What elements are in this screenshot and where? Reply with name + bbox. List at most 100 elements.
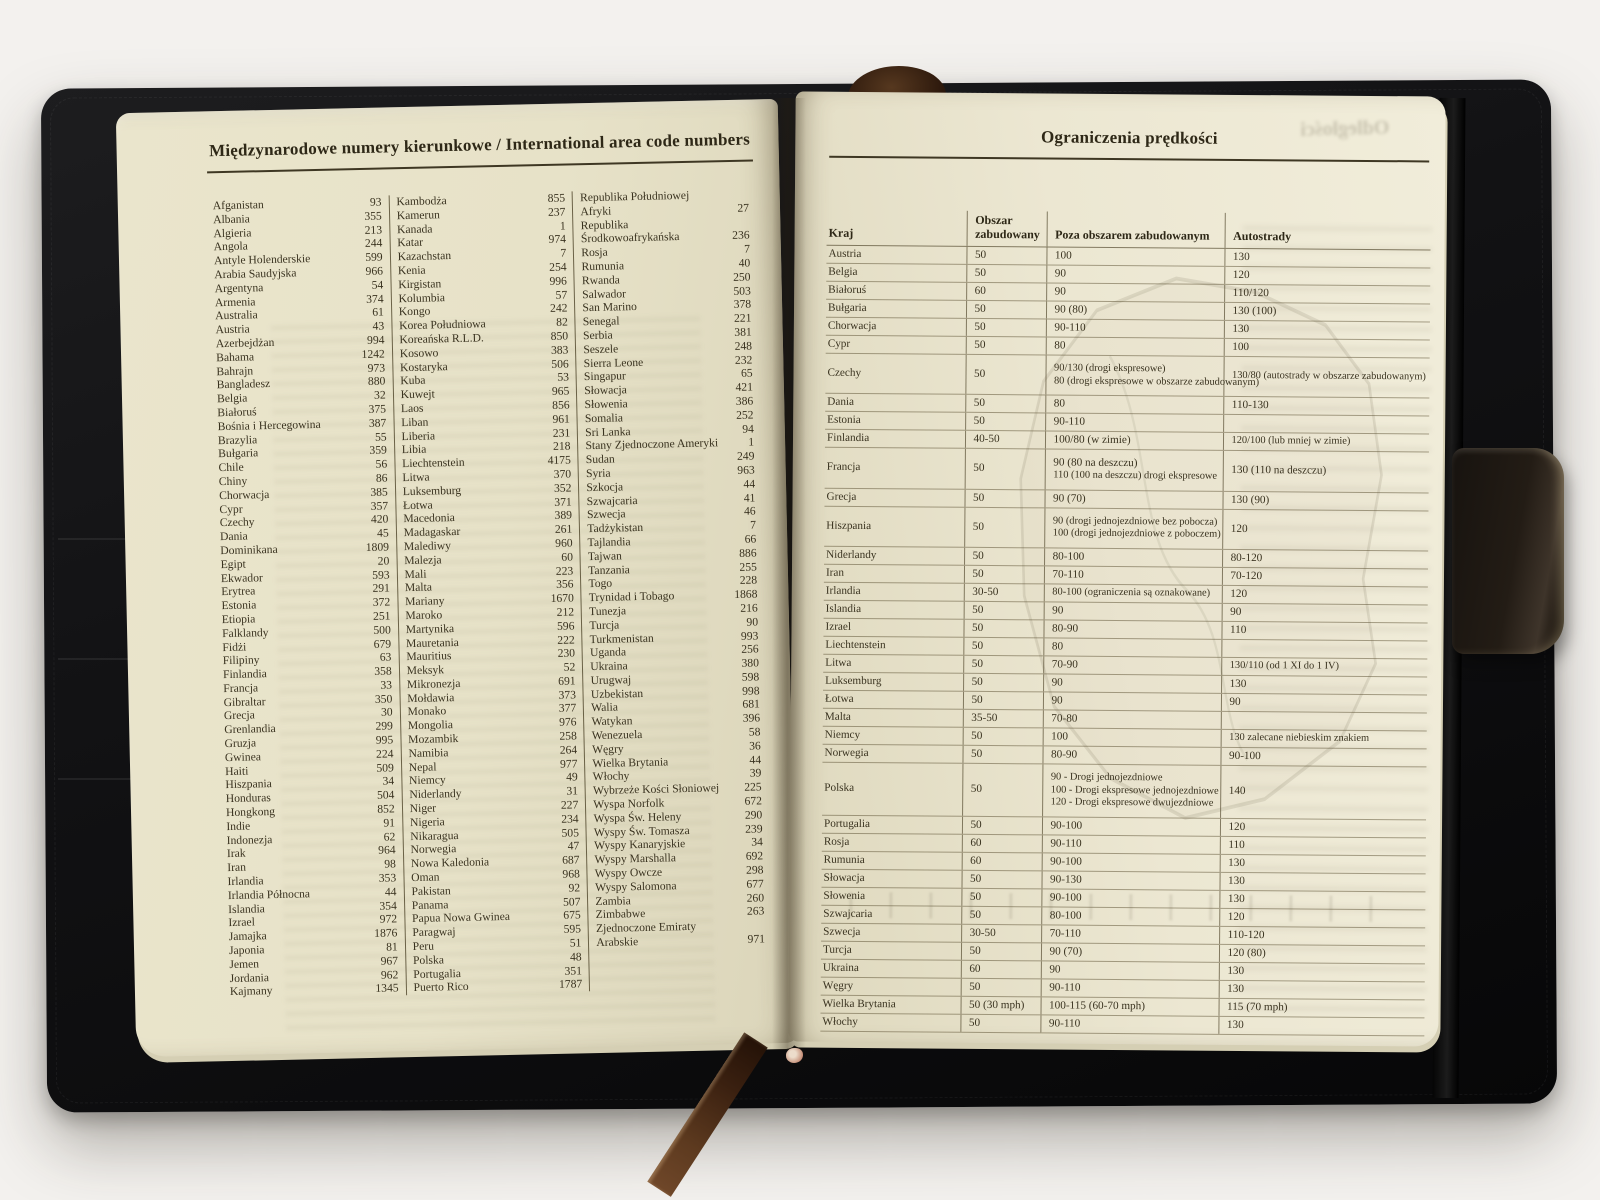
table-cell: Islandia — [823, 600, 964, 620]
table-cell: Włochy — [820, 1012, 961, 1033]
table-cell: 50 — [963, 673, 1044, 692]
table-cell: 140 — [1220, 765, 1427, 820]
table-cell: 90-110 — [1040, 1014, 1219, 1035]
table-cell: 90-130 — [1041, 870, 1220, 891]
table-cell: 120 — [1219, 818, 1427, 838]
table-cell: 90 — [1043, 673, 1222, 694]
table-cell — [1220, 711, 1427, 731]
table-cell: Hiszpania — [824, 505, 965, 548]
table-cell: 80-90 — [1042, 745, 1221, 766]
table-cell: 90 — [1046, 282, 1225, 303]
list-item: Republika Środkowoafrykańska 236 — [580, 217, 750, 246]
table-cell: 130 — [1219, 872, 1426, 892]
binding-thread-knot — [786, 1048, 803, 1063]
table-cell: 40-50 — [964, 430, 1046, 450]
table-cell: 60 — [961, 852, 1042, 871]
table-cell: Malta — [822, 708, 963, 728]
table-cell: 130 — [1219, 890, 1426, 910]
left-page: Międzynarodowe numery kierunkowe / Inter… — [115, 98, 799, 1058]
table-cell: 90 — [1042, 691, 1222, 712]
list-item: Republika Południowej Afryki 27 — [579, 188, 750, 219]
table-cell: 50 — [964, 489, 1045, 508]
table-cell: Cypr — [825, 335, 966, 355]
area-code-column-3: Republika Południowej Afryki 27 Republika … — [571, 187, 774, 992]
list-item: Puerto Rico 1787 — [413, 977, 583, 995]
area-code-column-2: Kambodża 855 Kamerun 237 Kanada 1 Katar 974 Kaza… — [388, 191, 590, 996]
table-cell: 90-110 — [1045, 318, 1224, 339]
table-cell: 90 — [1043, 601, 1222, 622]
table-cell: 50 — [960, 942, 1042, 961]
table-cell: 70-110 — [1043, 565, 1223, 586]
table-cell — [1223, 414, 1430, 435]
table-cell: 70-110 — [1041, 924, 1220, 945]
column-header-autostrady: Autostrady — [1224, 212, 1431, 250]
table-cell: Węgry — [820, 976, 961, 997]
table-cell: 130 — [1224, 248, 1431, 268]
table-cell: Litwa — [823, 654, 964, 674]
table-cell: 50 — [965, 300, 1047, 319]
table-row: Czechy 50 90/130 (drogi ekspresowe) 80 (dro… — [825, 353, 1430, 399]
table-cell: 100 — [1042, 727, 1221, 748]
table-cell: Szwecja — [821, 922, 962, 943]
table-cell: Liechtenstein — [823, 636, 964, 656]
table-cell: 90 — [1040, 960, 1219, 981]
area-code-column-1: Afganistan 93 Albania 355 Algieria 213 Angola 2… — [206, 195, 406, 999]
table-cell: 50 — [963, 565, 1045, 584]
column-header-obszar: Obszar zabudowany — [966, 210, 1047, 247]
table-cell: 90 (70) — [1040, 942, 1220, 963]
table-cell: Słowacja — [821, 868, 962, 889]
table-cell: 60 — [960, 960, 1041, 979]
table-cell: 100/80 (w zimie) — [1044, 431, 1224, 451]
table-cell: Luksemburg — [823, 672, 964, 692]
table-cell: 130 zalecane niebieskim znakiem — [1220, 729, 1427, 749]
table-cell: 100-115 (60-70 mph) — [1040, 996, 1219, 1017]
table-cell: Wielka Brytania — [820, 994, 961, 1015]
table-cell: 50 — [962, 727, 1043, 746]
table-cell: 120/100 (lub mniej w zimie) — [1222, 432, 1430, 453]
table-cell: 90-100 — [1041, 888, 1220, 909]
table-cell: 100 — [1223, 338, 1430, 358]
table-row: Polska 50 90 - Drogi jednojezdniowe 100 - D… — [822, 762, 1427, 820]
table-cell: 80-90 — [1043, 619, 1222, 640]
table-cell: Norwegia — [822, 744, 963, 764]
table-cell: 130 (110 na deszczu) — [1222, 450, 1429, 493]
table-cell: 90 (drogi jednojezdniowe bez pobocza) 100… — [1044, 507, 1223, 550]
table-cell: 50 — [962, 691, 1044, 710]
table-cell: 50 (30 mph) — [960, 996, 1041, 1015]
table-cell: 115 (70 mph) — [1218, 998, 1425, 1018]
table-cell: 50 — [964, 448, 1045, 490]
table-cell: 100 — [1046, 246, 1225, 267]
table-cell: Irlandia — [823, 582, 964, 602]
table-cell: Grecja — [824, 487, 965, 508]
table-cell: 50 — [963, 601, 1044, 620]
table-cell: 50 — [961, 870, 1042, 889]
table-cell: 50 — [963, 655, 1044, 674]
table-cell: 50 — [961, 906, 1042, 925]
table-cell: 80-100 — [1041, 906, 1220, 927]
table-cell: 110 — [1221, 621, 1428, 641]
table-cell: Chorwacja — [825, 317, 966, 337]
table-cell: 50 — [963, 637, 1044, 656]
table-cell: 130 — [1218, 1016, 1425, 1036]
table-cell: 110/120 — [1224, 284, 1431, 304]
table-cell: 90/130 (drogi ekspresowe) 80 (drogi ekspr… — [1045, 354, 1259, 397]
table-cell: Białoruś — [826, 281, 967, 301]
table-cell: Szwajcaria — [821, 904, 962, 925]
title-rule — [829, 155, 1430, 163]
table-cell: 130 — [1218, 962, 1425, 982]
table-cell: 110-120 — [1219, 926, 1426, 946]
list-item: Kajmany 1345 — [229, 981, 399, 999]
table-cell: 50 — [960, 978, 1041, 997]
table-cell: Ukraina — [820, 958, 961, 979]
table-cell: 60 — [966, 282, 1047, 301]
table-cell: 30-50 — [963, 583, 1044, 602]
table-cell: 50 — [962, 763, 1043, 817]
table-row: Francja 50 90 (80 na deszczu) 110 (100 na d… — [824, 447, 1429, 493]
speed-limit-table: Kraj Obszar zabudowany Poza obszarem zab… — [820, 209, 1431, 1036]
table-cell: 130/110 (od 1 XI do 1 IV) — [1221, 657, 1428, 677]
table-cell: 50 — [961, 816, 1043, 835]
table-cell: 90-110 — [1041, 834, 1220, 855]
column-header-poza: Poza obszarem zabudowanym — [1046, 211, 1225, 249]
table-cell: 110-130 — [1223, 396, 1430, 417]
